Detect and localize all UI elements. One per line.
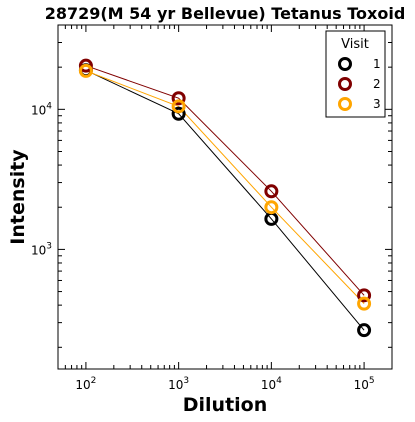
series-line-3 — [85, 70, 365, 304]
legend-title: Visit — [341, 37, 369, 52]
x-tick-label: 104 — [261, 376, 282, 392]
series-line-2 — [85, 65, 365, 296]
data-point-series-3 — [264, 200, 279, 215]
legend-marker-2 — [338, 77, 352, 91]
legend-marker-1 — [338, 57, 352, 71]
series-line-1 — [85, 69, 365, 331]
x-tick-label: 105 — [354, 376, 375, 392]
plot-frame — [57, 24, 393, 370]
series-lines — [85, 65, 365, 331]
data-point-series-1 — [171, 106, 186, 121]
y-tick-label: 104 — [31, 101, 52, 117]
chart-title: 28729(M 54 yr Bellevue) Tetanus Toxoid — [45, 4, 406, 23]
legend-label-3: 3 — [373, 97, 381, 111]
data-point-series-3 — [78, 63, 93, 78]
series-markers — [78, 58, 372, 338]
x-axis-label: Dilution — [183, 394, 268, 416]
data-point-series-3 — [357, 296, 372, 311]
data-point-series-3 — [171, 99, 186, 114]
data-point-series-2 — [357, 288, 372, 303]
legend-label-1: 1 — [373, 57, 381, 71]
data-point-series-2 — [264, 184, 279, 199]
data-point-series-1 — [357, 323, 372, 338]
data-point-series-2 — [171, 91, 186, 106]
y-tick-label: 103 — [31, 241, 52, 257]
legend: Visit 1 2 3 — [325, 30, 386, 118]
y-axis-label: Intensity — [7, 149, 29, 245]
x-tick-label: 102 — [75, 376, 96, 392]
legend-box — [325, 30, 386, 118]
legend-marker-3 — [338, 97, 352, 111]
axis-ticks: 102 103 104 105 103 104 — [31, 25, 392, 392]
data-point-series-2 — [78, 58, 93, 73]
legend-label-2: 2 — [373, 77, 381, 91]
x-tick-label: 103 — [168, 376, 189, 392]
legend-items: 1 2 3 — [338, 57, 381, 111]
